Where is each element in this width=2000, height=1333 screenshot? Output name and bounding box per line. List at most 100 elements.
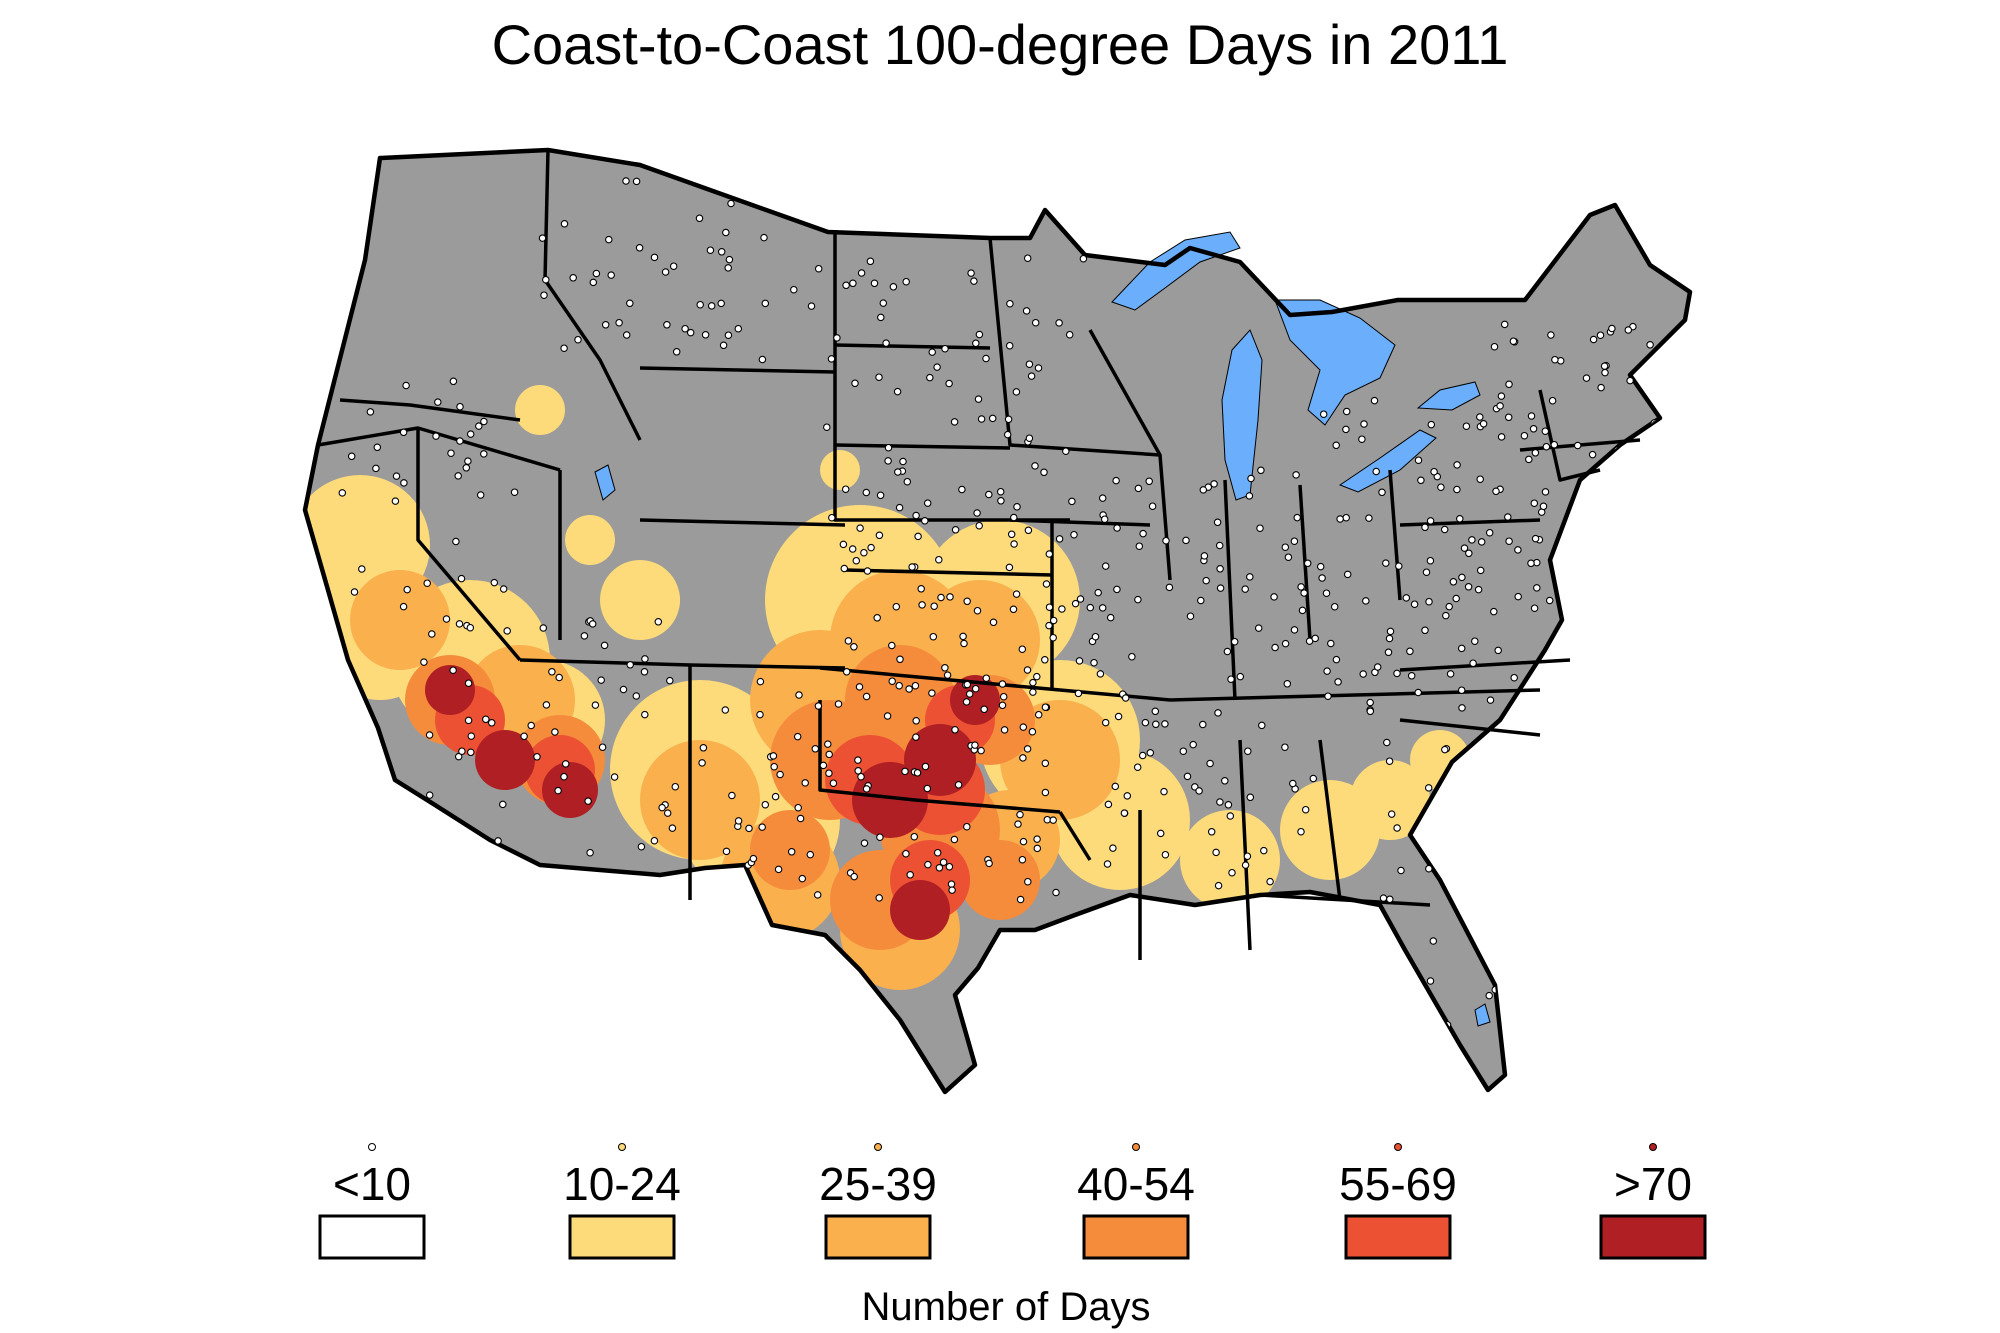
station-dot [400, 479, 408, 487]
station-dot [721, 706, 730, 714]
station-dot [650, 253, 659, 262]
station-dot [1505, 537, 1513, 545]
station-dot [1588, 450, 1597, 459]
station-dot [1200, 552, 1209, 560]
station-dot [895, 681, 903, 690]
station-dot [1309, 774, 1318, 783]
station-dot [1090, 658, 1098, 667]
station-dot [1458, 573, 1466, 582]
station-dot [857, 269, 866, 277]
legend-swatch [1599, 1214, 1707, 1260]
station-dot [1457, 686, 1466, 694]
station-dot [1541, 427, 1550, 435]
station-dot [933, 363, 941, 371]
station-dot [1025, 434, 1034, 442]
station-dot [1266, 877, 1274, 886]
station-dot [945, 862, 954, 871]
station-dot [686, 328, 695, 337]
station-dot [806, 850, 815, 859]
station-dot [1456, 515, 1464, 523]
station-dot [619, 685, 628, 694]
station-dot [1342, 513, 1350, 522]
station-dot [1195, 787, 1203, 795]
border-mn-ia [988, 237, 1161, 457]
station-dot [918, 601, 926, 609]
station-dot [760, 233, 768, 242]
station-dot [1316, 562, 1325, 571]
station-dot [540, 291, 548, 299]
lake-huron [1274, 299, 1396, 426]
station-dot [883, 712, 892, 720]
station-dot [454, 752, 463, 761]
station-dot [866, 257, 875, 266]
station-dot [825, 769, 833, 777]
station-dot [1068, 497, 1076, 506]
station-dot [873, 614, 881, 622]
station-dot [1485, 528, 1494, 537]
station-dot [457, 574, 466, 583]
station-dot [1010, 513, 1018, 522]
station-dot [615, 318, 623, 327]
station-dot [1429, 937, 1438, 945]
station-dot [1474, 585, 1483, 594]
station-dot [476, 491, 485, 499]
station-dot [1224, 801, 1233, 809]
station-dot [1297, 583, 1305, 591]
station-dot [982, 354, 990, 363]
station-dot [814, 264, 823, 273]
station-dot [828, 513, 836, 522]
station-dot [1548, 698, 1557, 706]
station-dot [1383, 738, 1391, 747]
station-dot [475, 422, 483, 430]
station-dot [1075, 657, 1084, 665]
station-dot [1535, 666, 1543, 675]
station-dot [1542, 442, 1551, 451]
station-dot [560, 344, 568, 352]
station-dot [1386, 895, 1394, 904]
station-dot [1112, 476, 1120, 485]
station-dot [884, 457, 892, 465]
station-dot [1281, 639, 1290, 648]
station-dot [985, 490, 993, 499]
station-dot [774, 865, 783, 874]
station-dot [467, 748, 475, 757]
station-dot [1510, 673, 1518, 682]
station-dot [901, 767, 909, 776]
station-dot [734, 817, 743, 825]
station-dot [945, 379, 953, 388]
station-dot [875, 373, 883, 381]
station-dot [879, 299, 888, 307]
station-dot [641, 710, 649, 719]
station-dot [977, 746, 985, 755]
station-dot [1549, 703, 1557, 711]
station-dot [622, 331, 631, 339]
station-dot [722, 847, 731, 856]
station-dot [1025, 360, 1034, 368]
heat-blob [1180, 810, 1280, 910]
station-dot [1236, 672, 1245, 681]
station-dot [1289, 779, 1297, 788]
station-dot [1206, 759, 1214, 768]
border-va-nc [1399, 658, 1571, 672]
station-dot [959, 632, 967, 641]
station-dot [584, 797, 592, 805]
station-dot [1402, 594, 1411, 602]
station-dot [1210, 480, 1218, 488]
station-dot [1358, 435, 1366, 443]
station-dot [1055, 319, 1063, 327]
station-dot [842, 281, 850, 290]
station-dot [914, 532, 922, 541]
station-dot [876, 491, 885, 500]
station-dot [1437, 483, 1445, 491]
station-dot [1016, 895, 1025, 904]
station-dot [1101, 718, 1110, 727]
station-dot [844, 637, 853, 645]
legend-dot [1394, 1143, 1402, 1151]
station-dot [823, 423, 831, 431]
station-dot [1121, 694, 1130, 702]
station-dot [974, 395, 983, 403]
station-dot [1148, 502, 1157, 510]
station-dot [1407, 672, 1416, 680]
station-dot [706, 246, 715, 254]
station-dot [912, 511, 920, 520]
